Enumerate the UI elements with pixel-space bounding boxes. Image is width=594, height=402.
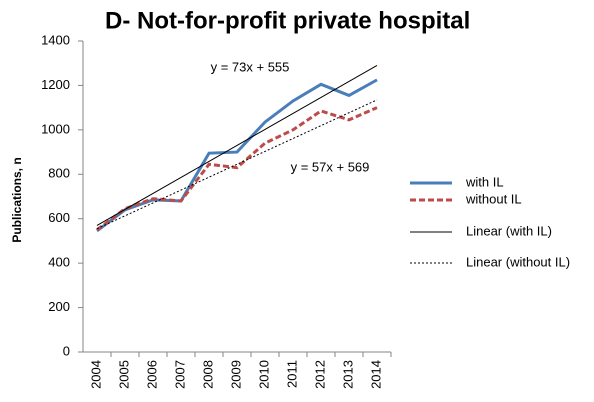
legend-label: Linear (with IL) [466, 223, 552, 238]
x-tick-label: 2012 [312, 360, 327, 389]
x-tick-label: 2005 [116, 360, 131, 389]
chart-title: D- Not-for-profit private hospital [105, 7, 470, 34]
y-tick-label: 400 [48, 255, 70, 270]
series-line [96, 65, 378, 226]
x-tick-label: 2013 [340, 360, 355, 389]
y-tick-label: 1000 [41, 121, 70, 136]
y-tick-label: 600 [48, 210, 70, 225]
x-tick-label: 2010 [256, 360, 271, 389]
x-tick-label: 2004 [88, 360, 103, 389]
y-tick-label: 800 [48, 166, 70, 181]
y-tick-label: 1400 [41, 32, 70, 47]
x-tick-label: 2009 [228, 360, 243, 389]
x-tick-label: 2006 [144, 360, 159, 389]
y-tick-label: 0 [63, 343, 70, 358]
annotation: y = 73x + 555 [211, 59, 290, 74]
y-tick-label: 200 [48, 299, 70, 314]
y-axis-label: Publications, n [10, 157, 24, 242]
series-line [96, 106, 378, 232]
legend-label: without IL [465, 191, 522, 206]
legend-label: Linear (without IL) [466, 254, 570, 269]
annotation: y = 57x + 569 [291, 159, 370, 174]
legend-label: with IL [465, 174, 504, 189]
series-line [96, 78, 378, 233]
series-line [96, 99, 378, 230]
y-tick-label: 1200 [41, 77, 70, 92]
x-tick-label: 2011 [284, 360, 299, 388]
x-tick-label: 2007 [172, 360, 187, 389]
x-tick-label: 2008 [200, 360, 215, 389]
x-tick-label: 2014 [368, 360, 383, 389]
